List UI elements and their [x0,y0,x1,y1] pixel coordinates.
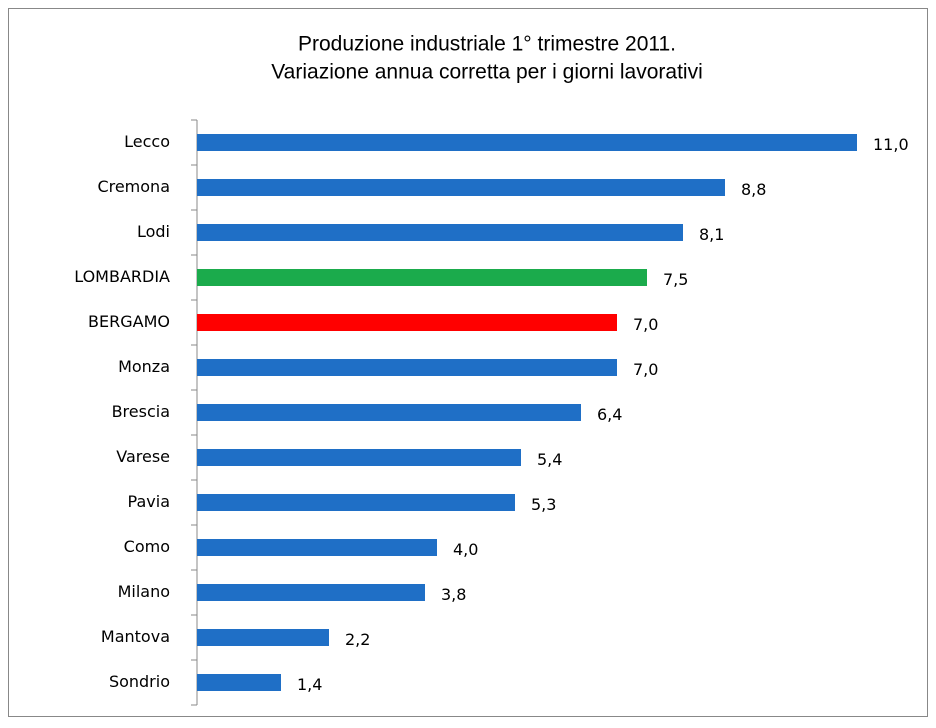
value-label: 7,5 [663,270,688,289]
bar [197,269,647,286]
bar [197,179,725,196]
category-label: Lecco [124,132,170,151]
category-label: Cremona [97,177,170,196]
category-label: BERGAMO [88,312,170,331]
bar [197,584,425,601]
category-label: Monza [118,357,170,376]
value-label: 7,0 [633,360,658,379]
bar [197,224,683,241]
bar [197,314,617,331]
chart-title: Produzione industriale 1° trimestre 2011… [298,33,676,56]
value-label: 7,0 [633,315,658,334]
category-label: Sondrio [109,672,170,691]
value-label: 8,1 [699,225,724,244]
value-label: 1,4 [297,675,322,694]
bar [197,629,329,646]
value-label: 2,2 [345,630,370,649]
bar [197,359,617,376]
category-label: LOMBARDIA [74,267,170,286]
category-label: Como [124,537,170,556]
bar [197,494,515,511]
value-label: 5,4 [537,450,562,469]
category-label: Lodi [137,222,170,241]
category-label: Brescia [112,402,170,421]
bar [197,404,581,421]
value-label: 8,8 [741,180,766,199]
value-label: 4,0 [453,540,478,559]
bar [197,449,521,466]
chart-subtitle: Variazione annua corretta per i giorni l… [271,61,703,84]
value-label: 3,8 [441,585,466,604]
value-label: 6,4 [597,405,622,424]
bar [197,539,437,556]
category-label: Mantova [101,627,170,646]
bar [197,674,281,691]
category-label: Varese [116,447,170,466]
value-label: 11,0 [873,135,909,154]
value-label: 5,3 [531,495,556,514]
category-label: Milano [118,582,170,601]
bar [197,134,857,151]
category-label: Pavia [128,492,170,511]
